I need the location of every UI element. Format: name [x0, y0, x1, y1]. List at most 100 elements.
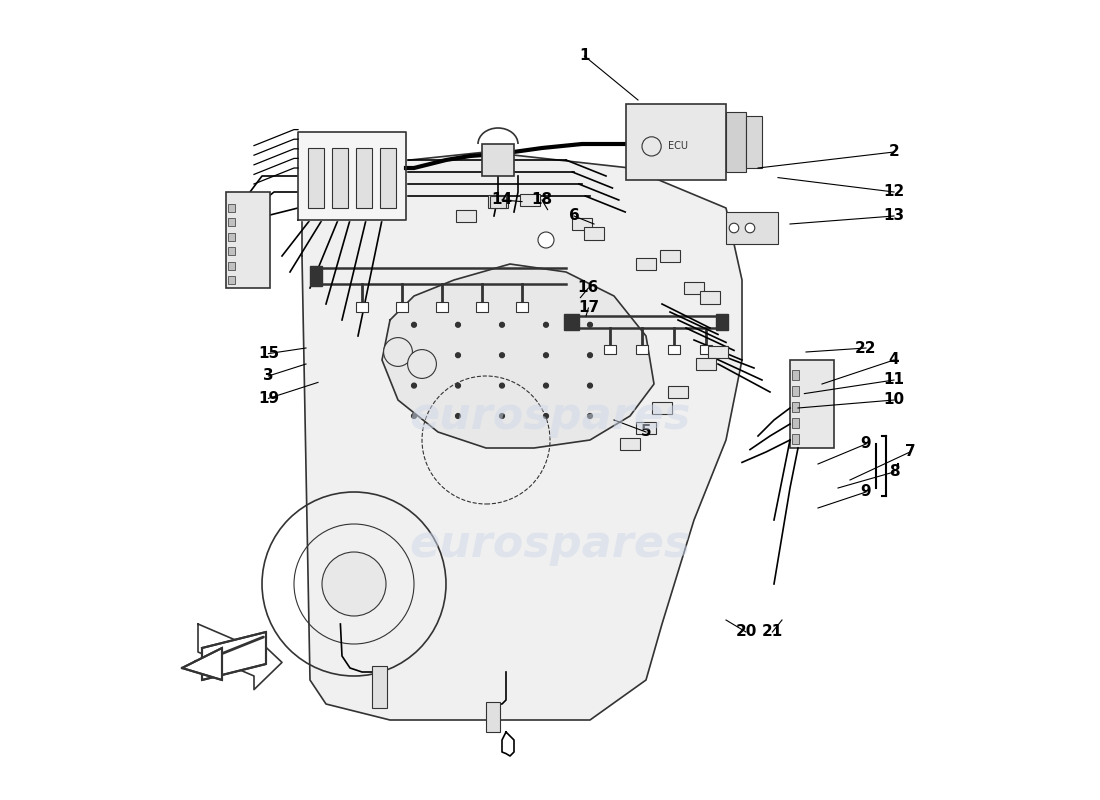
Circle shape: [499, 414, 505, 418]
Text: 16: 16: [578, 281, 600, 295]
Bar: [229, 247, 234, 255]
Circle shape: [408, 350, 437, 378]
Text: eurospares: eurospares: [409, 394, 691, 438]
Bar: [488, 195, 507, 208]
Bar: [636, 345, 648, 354]
Text: 19: 19: [257, 391, 279, 406]
Circle shape: [411, 383, 417, 388]
Text: eurospares: eurospares: [409, 522, 691, 566]
Circle shape: [499, 353, 505, 358]
Circle shape: [322, 552, 386, 616]
Text: 7: 7: [904, 445, 915, 459]
Circle shape: [543, 414, 549, 418]
Polygon shape: [182, 648, 222, 680]
Text: 9: 9: [860, 485, 871, 499]
Circle shape: [538, 232, 554, 248]
Circle shape: [587, 353, 593, 358]
Text: 10: 10: [883, 393, 904, 407]
Bar: [792, 370, 799, 380]
Text: 1: 1: [580, 49, 590, 63]
Bar: [620, 438, 639, 450]
Bar: [790, 360, 834, 448]
Bar: [229, 276, 234, 284]
Text: 21: 21: [762, 625, 783, 639]
Bar: [381, 148, 396, 208]
Circle shape: [455, 383, 461, 388]
Circle shape: [587, 414, 593, 418]
Text: ECU: ECU: [668, 142, 688, 151]
Text: 12: 12: [883, 185, 904, 199]
Circle shape: [411, 353, 417, 358]
Bar: [229, 218, 234, 226]
Circle shape: [411, 322, 417, 327]
Bar: [229, 262, 234, 270]
Text: 6: 6: [569, 209, 580, 223]
Bar: [669, 386, 688, 398]
Circle shape: [729, 223, 739, 233]
Bar: [626, 104, 726, 180]
Text: 18: 18: [531, 193, 552, 207]
Text: 14: 14: [492, 193, 513, 207]
Text: 3: 3: [263, 369, 274, 383]
Polygon shape: [298, 132, 406, 220]
Polygon shape: [382, 264, 654, 448]
Bar: [746, 116, 762, 168]
Bar: [584, 227, 604, 240]
Bar: [396, 302, 408, 312]
Circle shape: [384, 338, 412, 366]
Circle shape: [745, 223, 755, 233]
Bar: [660, 250, 680, 262]
Bar: [684, 282, 704, 294]
Bar: [516, 302, 528, 312]
Text: 9: 9: [860, 437, 871, 451]
Bar: [708, 346, 727, 358]
Text: 13: 13: [883, 209, 904, 223]
Circle shape: [499, 322, 505, 327]
Text: 15: 15: [257, 346, 279, 361]
Bar: [572, 218, 592, 230]
Bar: [792, 434, 799, 444]
Bar: [637, 422, 656, 434]
Bar: [668, 345, 681, 354]
Text: 5: 5: [640, 425, 651, 439]
Text: 11: 11: [883, 373, 904, 387]
Circle shape: [587, 383, 593, 388]
Bar: [726, 212, 778, 244]
Polygon shape: [302, 152, 742, 720]
Text: 8: 8: [889, 465, 900, 479]
Bar: [482, 144, 514, 176]
Bar: [726, 112, 746, 172]
Circle shape: [543, 353, 549, 358]
Text: 2: 2: [889, 145, 900, 159]
Circle shape: [455, 414, 461, 418]
Bar: [792, 402, 799, 412]
Bar: [229, 233, 234, 241]
Circle shape: [411, 414, 417, 418]
Bar: [716, 314, 728, 330]
Text: 4: 4: [889, 353, 900, 367]
Circle shape: [499, 383, 505, 388]
Circle shape: [543, 383, 549, 388]
Bar: [310, 266, 322, 286]
Bar: [637, 258, 656, 270]
Bar: [229, 204, 234, 212]
Polygon shape: [202, 632, 266, 680]
Bar: [436, 302, 449, 312]
Bar: [792, 418, 799, 428]
Polygon shape: [198, 624, 282, 690]
Bar: [701, 291, 719, 304]
Text: 17: 17: [578, 301, 600, 315]
Circle shape: [587, 322, 593, 327]
Bar: [792, 386, 799, 396]
Bar: [604, 345, 616, 354]
Bar: [696, 358, 716, 370]
Bar: [520, 194, 540, 206]
Bar: [226, 192, 270, 288]
Bar: [486, 702, 500, 732]
Bar: [564, 314, 579, 330]
Circle shape: [543, 322, 549, 327]
Bar: [456, 210, 475, 222]
Bar: [356, 148, 373, 208]
Bar: [373, 666, 387, 708]
Text: 20: 20: [735, 625, 757, 639]
